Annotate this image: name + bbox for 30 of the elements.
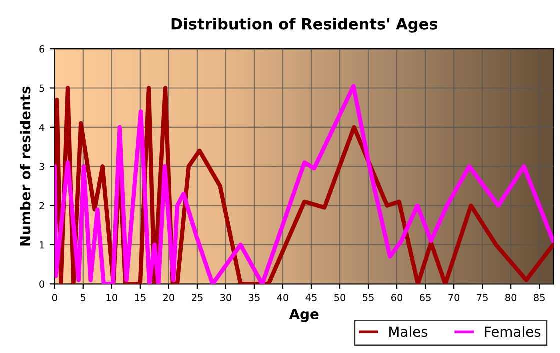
y-tick-label: 1 [40, 242, 44, 249]
x-tick-label: 55 [363, 294, 374, 302]
x-tick-label: 10 [106, 294, 118, 302]
y-tick-label: 6 [40, 46, 45, 53]
x-tick-label: 0 [52, 294, 58, 302]
x-tick-label: 50 [334, 294, 346, 302]
y-tick-label: 4 [39, 124, 45, 132]
x-axis-title: Age [289, 309, 319, 322]
x-tick-label: 40 [277, 294, 289, 302]
y-axis-title: Number of residents [20, 86, 31, 246]
x-tick-label: 30 [220, 294, 232, 302]
x-tick-label: 35 [249, 294, 260, 302]
y-tick-label: 2 [40, 202, 44, 210]
x-tick-label: 65 [420, 294, 431, 302]
legend-label: Females [485, 326, 541, 338]
x-tick-label: 85 [534, 294, 545, 302]
x-tick-label: 75 [477, 294, 488, 302]
x-tick-label: 5 [81, 294, 86, 302]
x-tick-label: 60 [392, 294, 403, 302]
x-tick-label: 80 [506, 294, 517, 302]
x-tick-label: 20 [163, 294, 174, 302]
chart-title: Distribution of Residents' Ages [172, 18, 438, 33]
y-tick-label: 5 [40, 84, 44, 92]
x-tick-label: 25 [192, 294, 203, 302]
legend-label: Males [390, 326, 428, 338]
y-tick-label: 0 [40, 280, 45, 288]
y-tick-label: 3 [40, 163, 44, 170]
x-tick-label: 70 [448, 294, 460, 302]
x-tick-label: 15 [135, 294, 146, 302]
x-tick-label: 45 [306, 294, 317, 302]
